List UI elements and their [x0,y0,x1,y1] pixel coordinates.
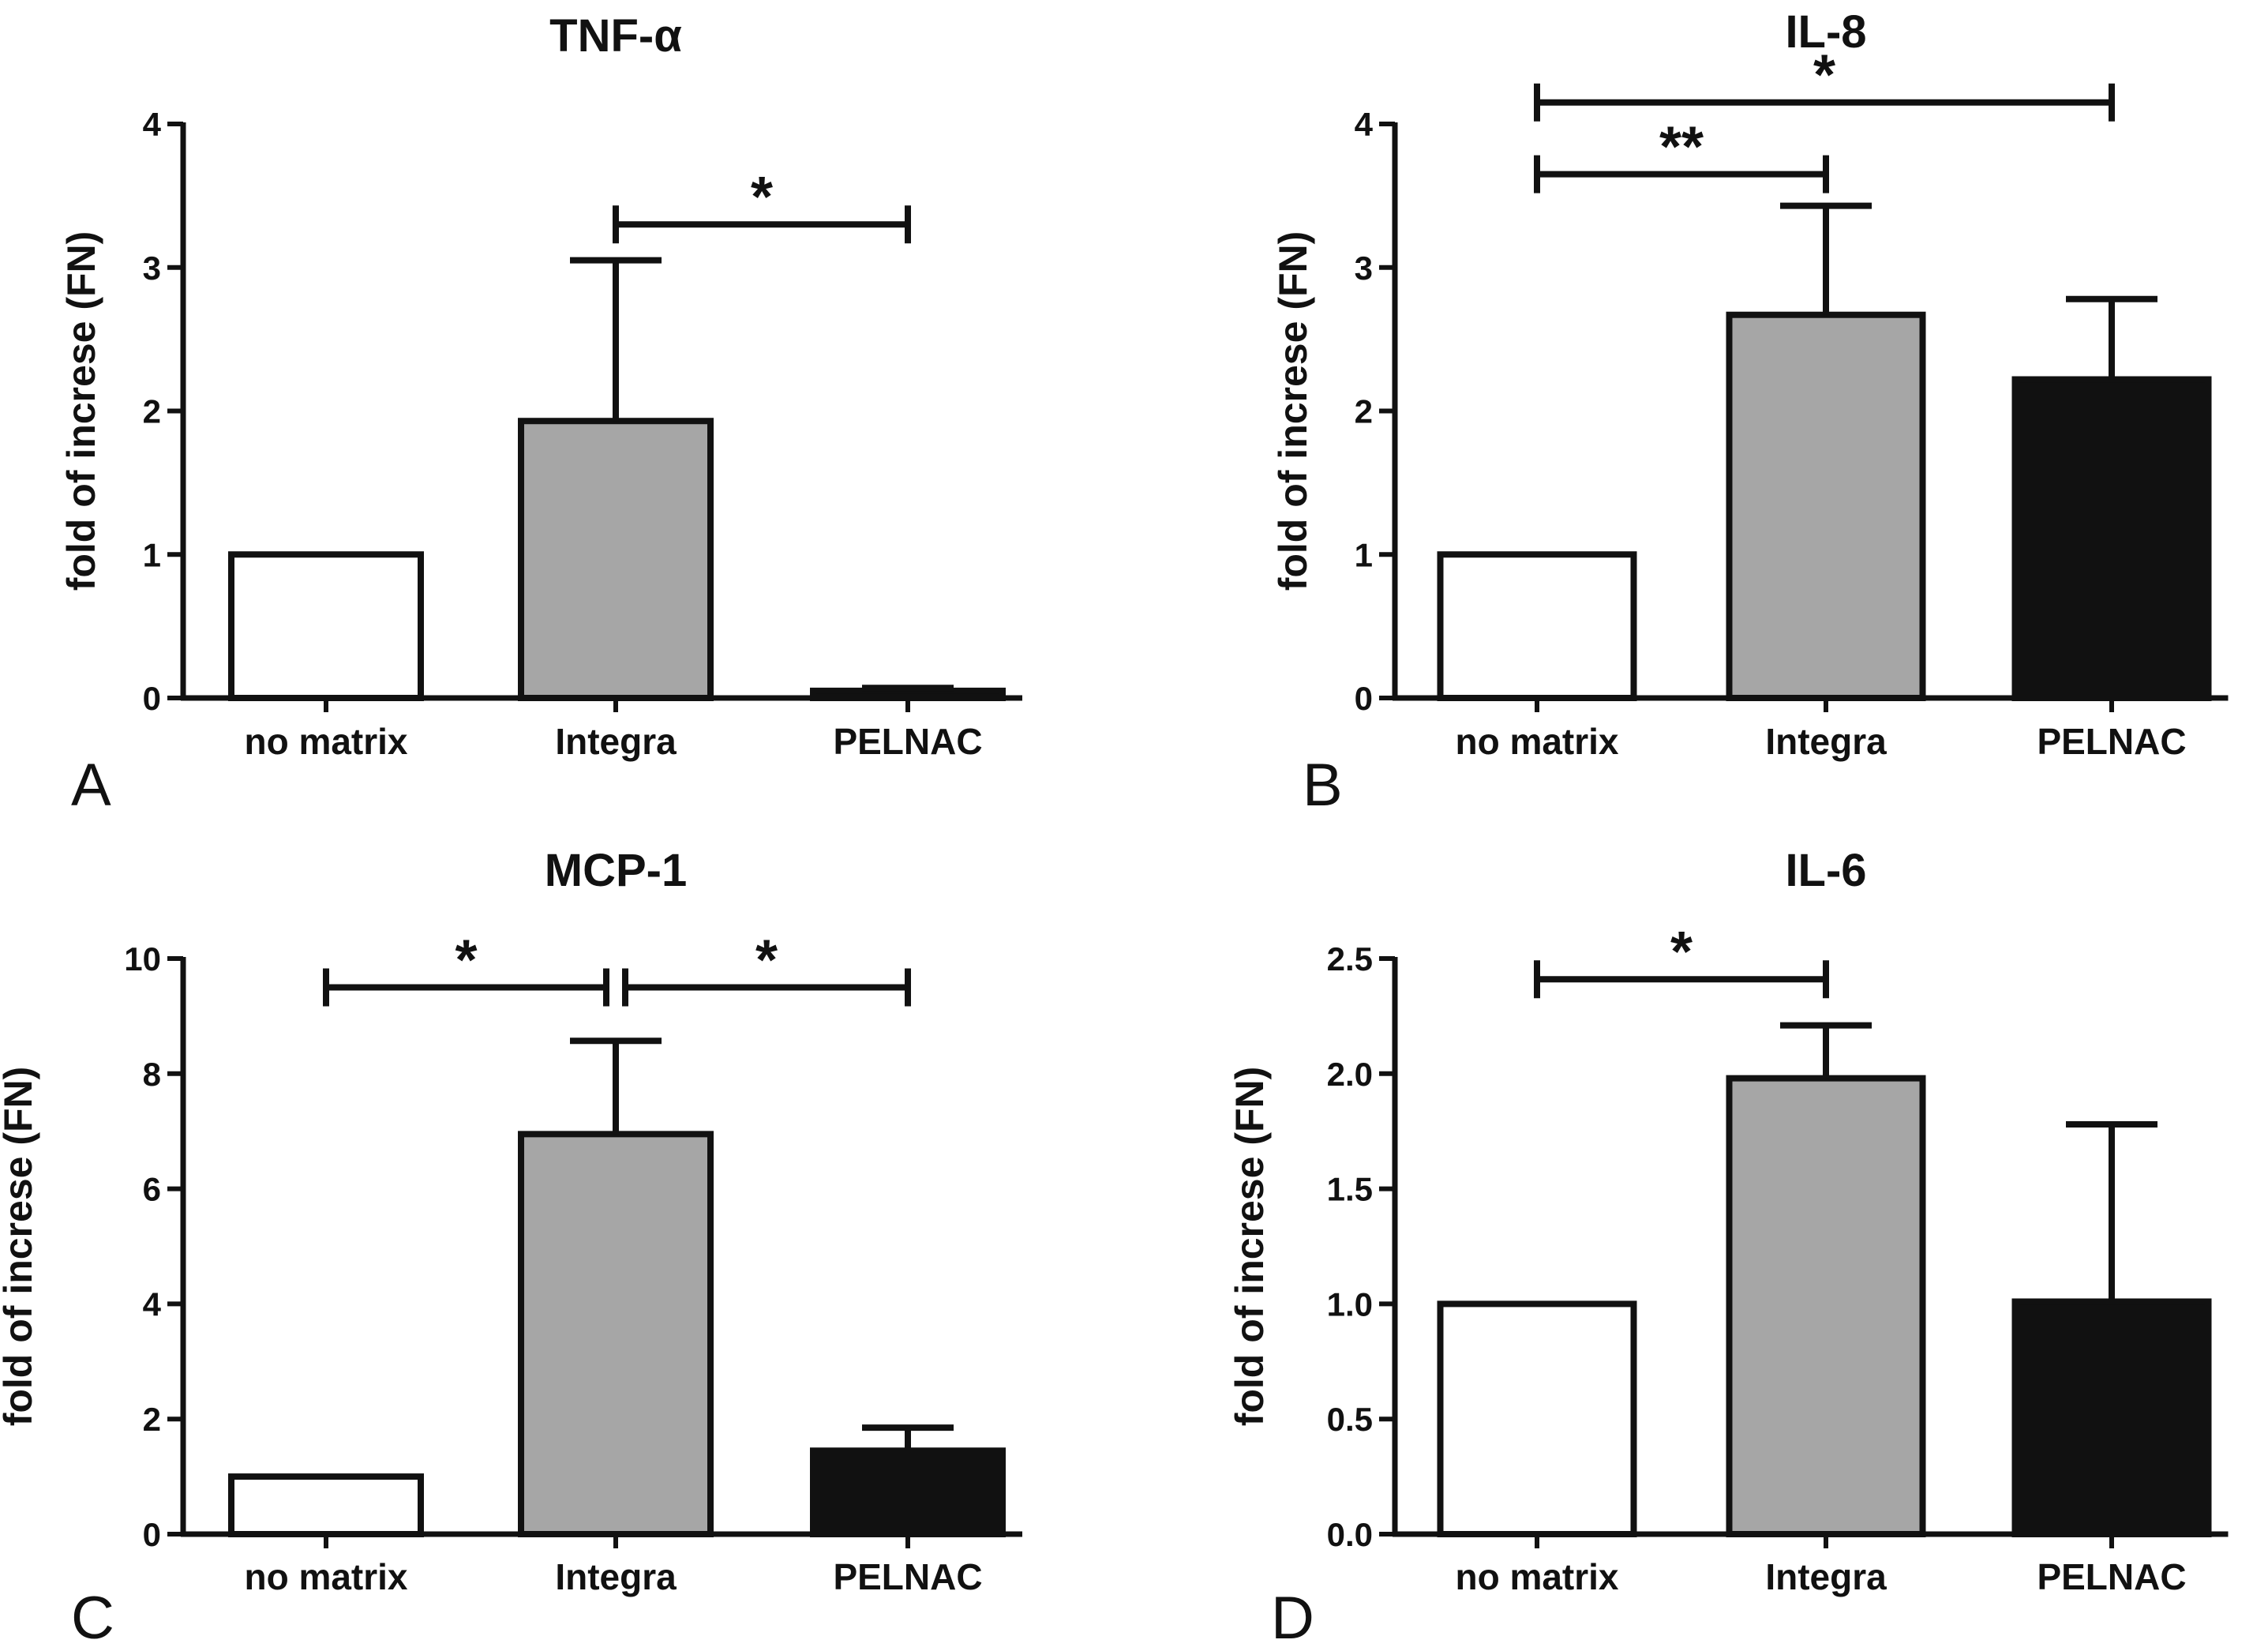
y-tick-label: 2.5 [1327,940,1373,977]
y-tick-label: 2.0 [1327,1056,1373,1093]
x-tick-label: Integra [555,721,677,762]
bar-integra [1726,1075,1926,1537]
y-tick-label: 0.0 [1327,1516,1373,1553]
x-tick-label: PELNAC [2037,721,2186,762]
x-tick-label: no matrix [244,721,407,762]
bar-pelnac [2011,1298,2212,1537]
y-tick-label: 0 [1355,680,1373,717]
panel-letter: C [71,1585,114,1651]
bar-no-matrix [228,551,424,701]
y-tick-label: 0 [143,1516,161,1553]
y-tick-label: 1 [1355,536,1373,573]
y-axis-label: fold of increse (FN) [1228,1067,1272,1427]
bar-no-matrix [1437,1300,1637,1538]
x-tick-label: PELNAC [833,721,982,762]
chart-panel-b: IL-8 fold of increse (FN) 0 1 2 3 4 no matrix In… [1271,6,2229,819]
significance-marker: * [455,929,477,992]
x-tick-label: Integra [1765,1556,1887,1597]
y-tick-label: 10 [124,940,161,977]
x-tick-label: Integra [1765,721,1887,762]
significance-marker: * [1670,921,1693,984]
bar-pelnac [810,1447,1006,1538]
x-tick-label: PELNAC [2037,1556,2186,1597]
panel-letter: D [1271,1585,1314,1651]
y-tick-label: 6 [143,1171,161,1208]
chart-title: IL-6 [1785,845,1866,896]
bar-integra [518,418,714,701]
y-axis-label: fold of increse (FN) [1271,231,1315,591]
y-tick-label: 2 [143,393,161,430]
y-tick-label: 1.0 [1327,1285,1373,1323]
y-tick-label: 0 [143,680,161,717]
bar-no-matrix [1437,551,1637,701]
x-tick-label: PELNAC [833,1556,982,1597]
y-tick-label: 0.5 [1327,1401,1373,1438]
bar-pelnac [2011,376,2212,701]
y-tick-label: 8 [143,1056,161,1093]
chart-title: MCP-1 [545,845,687,896]
y-tick-label: 1 [143,536,161,573]
significance-marker: ** [1659,116,1704,179]
y-tick-label: 1.5 [1327,1171,1373,1208]
chart-panel-a: TNF-α fold of increse (FN) 0 1 2 3 4 no matrix I… [59,10,1022,819]
y-tick-label: 4 [143,106,162,143]
chart-title: TNF-α [549,10,682,62]
chart-panel-d: IL-6 fold of increse (FN) 0.0 0.5 1.0 1.5 2.0 2… [1228,845,2229,1651]
y-axis-label: fold of increse (FN) [0,1067,40,1427]
y-tick-label: 3 [143,250,161,287]
significance-marker: * [751,166,773,229]
y-tick-label: 4 [1355,106,1374,143]
panel-letter: B [1303,752,1343,819]
y-tick-label: 4 [143,1285,162,1323]
chart-title: IL-8 [1785,6,1866,58]
y-tick-label: 2 [143,1401,161,1438]
bar-integra [1726,311,1926,701]
y-tick-label: 3 [1355,250,1373,287]
significance-marker: * [1813,44,1835,107]
x-tick-label: no matrix [1455,721,1618,762]
x-tick-label: Integra [555,1556,677,1597]
significance-marker: * [755,929,778,992]
x-tick-label: no matrix [244,1556,407,1597]
panel-letter: A [71,752,111,819]
y-axis-label: fold of increse (FN) [59,231,103,591]
bar-integra [518,1131,714,1537]
bar-no-matrix [228,1473,424,1537]
chart-panel-c: MCP-1 fold of increse (FN) 0 2 4 6 8 10 no matri… [0,845,1022,1651]
x-tick-label: no matrix [1455,1556,1618,1597]
y-tick-label: 2 [1355,393,1373,430]
